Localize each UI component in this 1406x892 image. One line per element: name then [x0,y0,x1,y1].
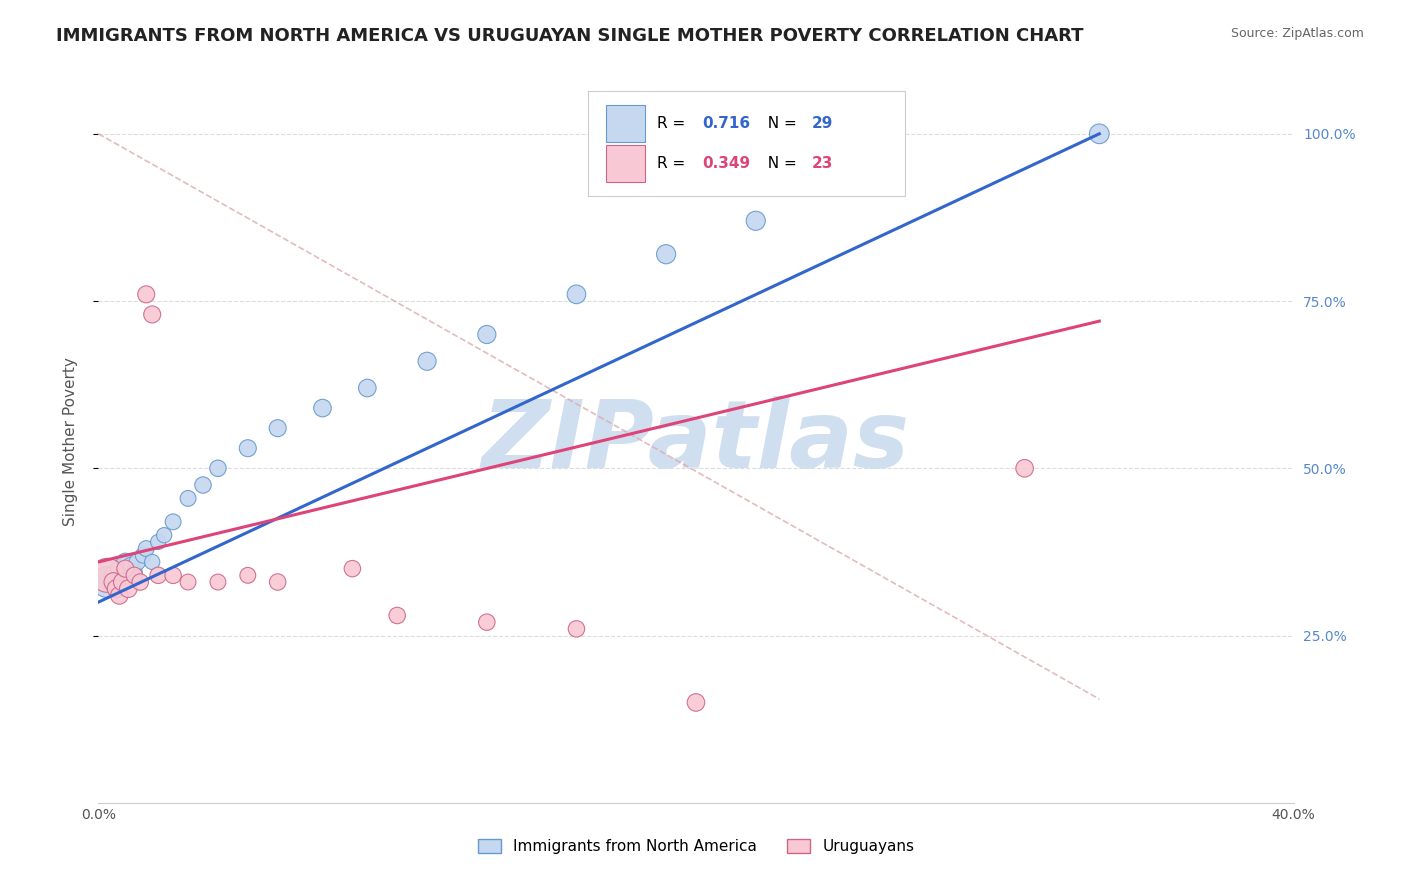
Point [342,562,364,576]
Point [153,528,176,542]
Text: 29: 29 [811,116,834,131]
Point [356,381,378,395]
Point [565,287,588,301]
Point [120,558,142,573]
Point [103,575,125,590]
FancyBboxPatch shape [606,145,644,182]
Point [1088,127,1111,141]
Point [162,568,184,582]
Point [135,541,157,556]
Text: N =: N = [758,156,801,171]
Point [148,568,170,582]
Y-axis label: Single Mother Poverty: Single Mother Poverty [63,357,77,526]
Point [127,555,149,569]
Text: Source: ZipAtlas.com: Source: ZipAtlas.com [1230,27,1364,40]
Point [114,555,136,569]
Point [141,555,163,569]
Text: IMMIGRANTS FROM NORTH AMERICA VS URUGUAYAN SINGLE MOTHER POVERTY CORRELATION CHA: IMMIGRANTS FROM NORTH AMERICA VS URUGUAY… [56,27,1084,45]
Point [267,575,290,590]
Point [117,582,139,596]
Point [475,327,498,342]
Point [108,562,131,576]
Point [267,421,290,435]
Point [124,568,146,582]
Point [96,575,118,590]
Point [565,622,588,636]
Point [105,582,128,596]
Point [685,696,707,710]
Point [148,534,170,549]
Point [416,354,439,368]
Point [129,575,152,590]
Point [207,575,229,590]
Point [117,568,139,582]
FancyBboxPatch shape [589,91,905,196]
FancyBboxPatch shape [606,105,644,143]
Point [385,608,409,623]
Text: ZIPatlas: ZIPatlas [482,395,910,488]
Point [135,287,157,301]
Point [96,568,118,582]
Text: 23: 23 [811,156,834,171]
Text: 0.349: 0.349 [702,156,749,171]
Point [124,565,146,579]
Point [103,568,125,582]
Point [111,575,134,590]
Point [141,307,163,322]
Point [311,401,333,416]
Point [114,562,136,576]
Point [132,548,155,563]
Text: N =: N = [758,116,801,131]
Point [207,461,229,475]
Point [745,214,768,228]
Point [177,575,200,590]
Point [111,575,134,590]
Legend: Immigrants from North America, Uruguayans: Immigrants from North America, Uruguayan… [471,832,921,860]
Point [162,515,184,529]
Point [191,478,214,492]
Point [655,247,678,261]
Text: 0.716: 0.716 [702,116,749,131]
Point [177,491,200,506]
Point [108,589,131,603]
Point [475,615,498,630]
Point [236,442,259,455]
Point [1014,461,1036,475]
Point [105,582,128,596]
Text: R =: R = [657,116,690,131]
Point [236,568,259,582]
Text: R =: R = [657,156,690,171]
